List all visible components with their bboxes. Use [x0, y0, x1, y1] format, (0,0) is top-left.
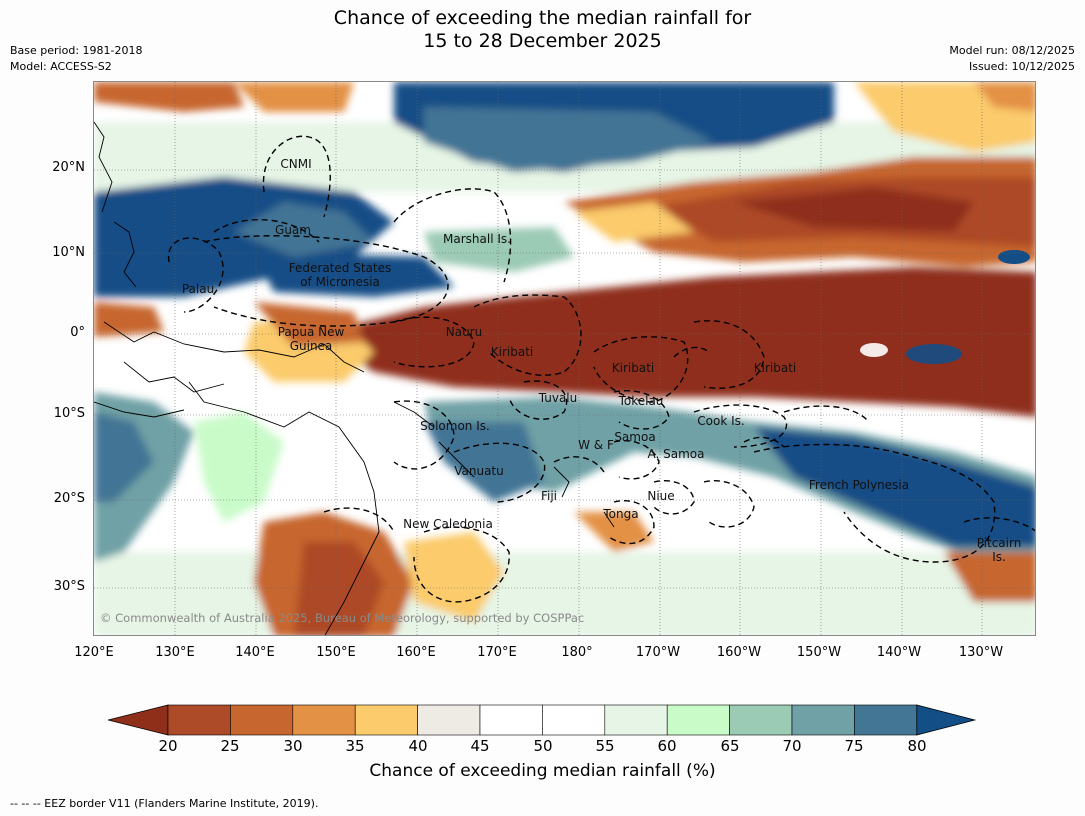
region-label: New Caledonia — [403, 517, 493, 531]
colorbar-segment — [791, 704, 855, 736]
region-label: Pitcairn Is. — [977, 536, 1022, 564]
region-label: Palau — [182, 282, 214, 296]
lon-tick-160e: 160°E — [396, 645, 436, 660]
colorbar-segment — [230, 704, 294, 736]
region-label: Kiribati — [491, 345, 533, 359]
coastlines — [94, 121, 615, 635]
map-svg: CNMI Guam Marshall Is. Federated States of M… — [94, 82, 1035, 635]
colorbar-svg — [107, 704, 977, 736]
lon-tick-150e: 150°E — [316, 645, 356, 660]
region-label: Guam — [275, 223, 311, 237]
region-label: Papua New Guinea — [278, 325, 345, 353]
lon-tick-140e: 140°E — [235, 645, 275, 660]
colorbar-segment — [354, 704, 418, 736]
cbar-tick-50: 50 — [533, 737, 553, 755]
eez-borders — [168, 135, 1035, 603]
model-run: Model run: 08/12/2025 — [949, 44, 1075, 57]
meta-right: Model run: 08/12/2025 Issued: 10/12/2025 — [949, 43, 1075, 75]
lon-tick-180: 180° — [561, 645, 593, 660]
region-labels: CNMI Guam Marshall Is. Federated States of M… — [182, 157, 1021, 564]
region-label: Kiribati — [612, 361, 654, 375]
region-label: Tuvalu — [538, 391, 578, 405]
lon-tick-170w: 170°W — [635, 645, 681, 660]
cbar-tick-70: 70 — [782, 737, 802, 755]
lon-tick-130e: 130°E — [155, 645, 195, 660]
region-label: Federated States of Micronesia — [289, 261, 391, 289]
copyright-text: © Commonwealth of Australia 2025, Bureau… — [100, 611, 584, 625]
eez-footnote: -- -- -- EEZ border V11 (Flanders Marine… — [10, 797, 319, 810]
issued-date: Issued: 10/12/2025 — [968, 60, 1075, 73]
lon-tick-160w: 160°W — [716, 645, 762, 660]
region-label: A. Samoa — [648, 447, 705, 461]
cbar-tick-30: 30 — [283, 737, 303, 755]
colorbar-extend-high — [916, 704, 977, 736]
lon-tick-150w: 150°W — [796, 645, 842, 660]
region-label: Fiji — [541, 489, 557, 503]
region-label: Samoa — [614, 430, 655, 444]
region-label: Cook Is. — [697, 414, 744, 428]
region-label: Nauru — [446, 325, 482, 339]
cbar-tick-35: 35 — [345, 737, 365, 755]
colorbar-segment — [729, 704, 793, 736]
cbar-tick-75: 75 — [844, 737, 864, 755]
region-label: CNMI — [280, 157, 311, 171]
region-label: French Polynesia — [809, 478, 909, 492]
region-label: Vanuatu — [454, 464, 504, 478]
cbar-tick-25: 25 — [220, 737, 240, 755]
region-label: Marshall Is. — [443, 232, 511, 246]
cbar-tick-45: 45 — [470, 737, 490, 755]
meta-left: Base period: 1981-2018 Model: ACCESS-S2 — [10, 43, 142, 75]
cbar-tick-80: 80 — [907, 737, 927, 755]
colorbar-segment — [604, 704, 668, 736]
cbar-tick-60: 60 — [657, 737, 677, 755]
lat-tick-0: 0° — [70, 325, 85, 340]
chart-title: Chance of exceeding the median rainfall … — [0, 7, 1085, 53]
lon-tick-130w: 130°W — [958, 645, 1004, 660]
region-label: W & F — [578, 438, 614, 452]
lat-tick-10n: 10°N — [52, 245, 85, 260]
model-name: Model: ACCESS-S2 — [10, 60, 112, 73]
colorbar-segment — [479, 704, 543, 736]
base-period: Base period: 1981-2018 — [10, 44, 143, 57]
colorbar-segment — [854, 704, 918, 736]
region-label: Solomon Is. — [420, 419, 490, 433]
lat-tick-10s: 10°S — [53, 406, 85, 421]
lat-tick-20s: 20°S — [53, 491, 85, 506]
lon-tick-140w: 140°W — [876, 645, 922, 660]
graticule — [94, 82, 1035, 635]
lat-tick-20n: 20°N — [52, 160, 85, 175]
region-label: Tokelau — [618, 394, 664, 408]
cbar-tick-20: 20 — [158, 737, 178, 755]
colorbar-extend-low — [107, 704, 169, 736]
lat-tick-30s: 30°S — [53, 579, 85, 594]
colorbar-label: Chance of exceeding median rainfall (%) — [369, 761, 716, 781]
cbar-tick-40: 40 — [408, 737, 428, 755]
lon-tick-120e: 120°E — [74, 645, 114, 660]
region-label: Niue — [647, 489, 674, 503]
title-line-2: 15 to 28 December 2025 — [423, 30, 662, 52]
cbar-tick-65: 65 — [720, 737, 740, 755]
colorbar-segment — [542, 704, 606, 736]
title-line-1: Chance of exceeding the median rainfall … — [333, 7, 752, 29]
colorbar-segment — [292, 704, 356, 736]
colorbar-segment — [167, 704, 231, 736]
region-label: Tonga — [602, 507, 638, 521]
rainfall-map: CNMI Guam Marshall Is. Federated States of M… — [93, 81, 1036, 636]
cbar-tick-55: 55 — [595, 737, 615, 755]
colorbar — [107, 704, 978, 736]
lon-tick-170e: 170°E — [477, 645, 517, 660]
colorbar-segment — [666, 704, 730, 736]
probability-field — [94, 82, 1035, 635]
region-label: Kiribati — [754, 361, 796, 375]
colorbar-segment — [417, 704, 481, 736]
